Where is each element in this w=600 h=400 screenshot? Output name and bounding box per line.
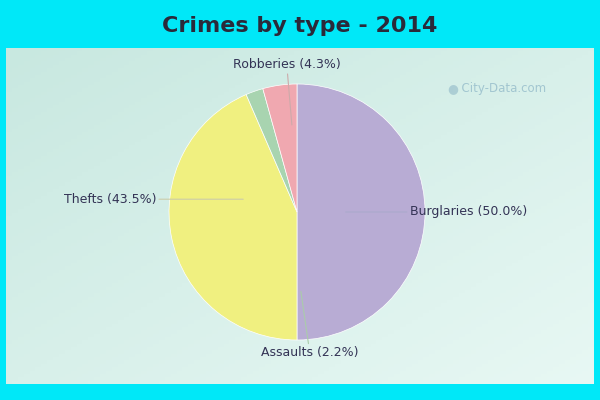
Text: Assaults (2.2%): Assaults (2.2%)	[261, 291, 359, 359]
Wedge shape	[263, 84, 297, 212]
Text: City-Data.com: City-Data.com	[454, 82, 546, 95]
Wedge shape	[169, 94, 297, 340]
Text: ●: ●	[448, 82, 458, 95]
Text: Robberies (4.3%): Robberies (4.3%)	[233, 58, 341, 125]
Text: Thefts (43.5%): Thefts (43.5%)	[64, 193, 243, 206]
Text: Burglaries (50.0%): Burglaries (50.0%)	[346, 206, 527, 218]
Wedge shape	[246, 89, 297, 212]
Wedge shape	[297, 84, 425, 340]
Text: Crimes by type - 2014: Crimes by type - 2014	[163, 16, 437, 36]
